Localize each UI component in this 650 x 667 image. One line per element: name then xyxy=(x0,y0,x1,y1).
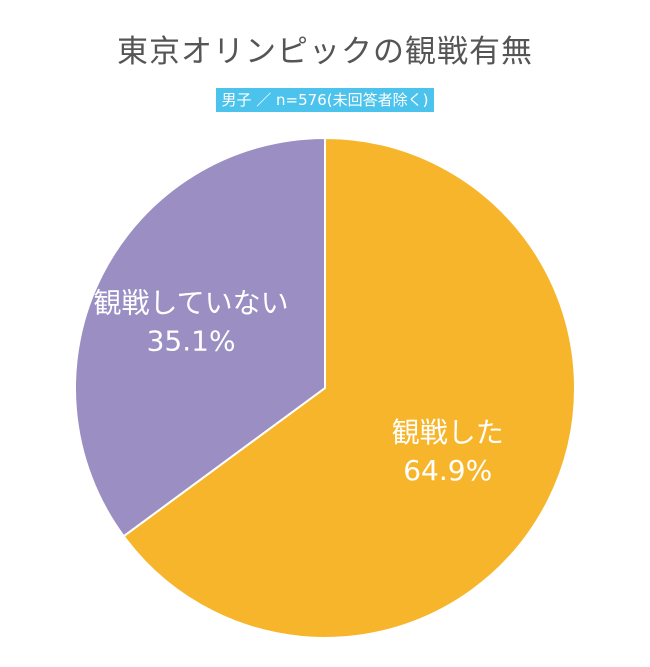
pie-slice-0 xyxy=(122,136,576,639)
chart-title: 東京オリンピックの観戦有無 xyxy=(117,34,533,70)
slice-value-label-1: 35.1% xyxy=(147,324,236,357)
subtitle-wrapper: 男子 ／ n=576(未回答者除く) xyxy=(0,88,650,112)
slice-value-label-0: 64.9% xyxy=(403,454,492,487)
slice-category-label-1: 観戦していない xyxy=(94,286,289,319)
chart-subtitle-badge: 男子 ／ n=576(未回答者除く) xyxy=(215,88,435,112)
pie-slice-1 xyxy=(74,136,326,538)
slice-category-label-0: 観戦した xyxy=(392,416,504,449)
